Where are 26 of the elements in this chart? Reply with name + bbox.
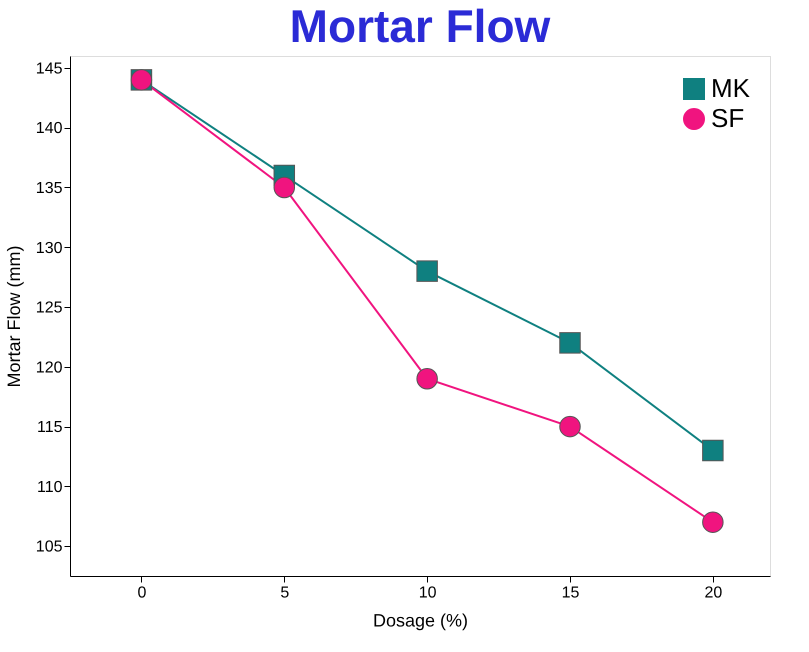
y-tick-label: 125 xyxy=(36,300,63,317)
legend-label: SF xyxy=(711,103,744,133)
x-tick-label: 20 xyxy=(704,584,722,602)
point xyxy=(702,511,724,533)
point xyxy=(416,260,438,282)
chart-title: Mortar Flow xyxy=(290,0,551,52)
y-tick-label: 115 xyxy=(36,419,63,436)
point xyxy=(702,440,724,462)
y-tick-label: 120 xyxy=(36,359,63,376)
y-tick-label: 105 xyxy=(36,538,63,556)
point xyxy=(274,176,296,198)
x-tick-label: 5 xyxy=(280,584,290,602)
point xyxy=(559,416,581,438)
x-tick-label: 0 xyxy=(137,584,146,602)
y-axis-title: Mortar Flow (mm) xyxy=(4,246,24,388)
y-tick-label: 135 xyxy=(36,180,63,197)
legend-label: MK xyxy=(711,73,751,103)
y-tick-label: 130 xyxy=(36,240,63,257)
y-tick-label: 140 xyxy=(36,120,63,138)
point xyxy=(559,332,581,354)
x-axis-title: Dosage (%) xyxy=(372,610,468,630)
point xyxy=(416,368,438,390)
y-tick-label: 110 xyxy=(36,478,63,496)
x-tick-label: 10 xyxy=(418,584,437,602)
x-tick-label: 15 xyxy=(562,584,580,602)
y-tick-label: 145 xyxy=(36,60,63,78)
